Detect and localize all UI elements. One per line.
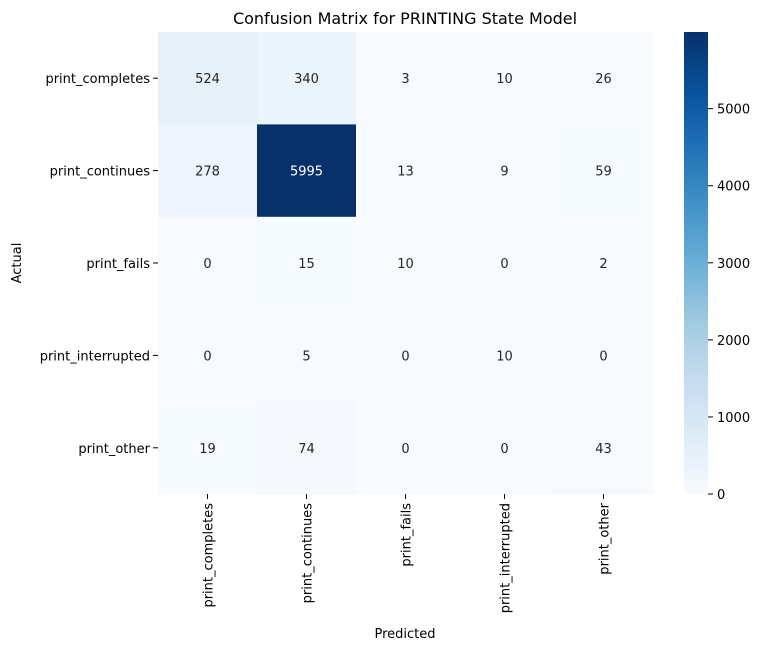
cell-value-label: 0 <box>401 442 409 457</box>
cell-value-label: 0 <box>599 349 607 364</box>
heatmap-cells <box>158 32 654 495</box>
cell-value-label: 5 <box>302 349 310 364</box>
x-axis-title: Predicted <box>374 627 435 642</box>
cell-value-label: 26 <box>595 72 612 87</box>
colorbar-tick-label: 1000 <box>717 411 750 426</box>
heatmap-cell <box>158 32 258 125</box>
x-tick-label: print_other <box>598 502 613 574</box>
heatmap-cell <box>158 309 258 403</box>
heatmap-cell <box>356 216 456 310</box>
x-tick-label: print_fails <box>400 503 415 567</box>
heatmap-cell <box>554 401 654 495</box>
x-tick-label: print_continues <box>301 503 316 604</box>
cell-value-label: 43 <box>595 442 612 457</box>
cell-value-label: 524 <box>195 72 220 87</box>
heatmap-cell <box>257 124 357 218</box>
cell-value-label: 59 <box>595 165 612 180</box>
cell-value-label: 10 <box>496 72 513 87</box>
heatmap-cell <box>257 32 357 125</box>
cell-value-label: 10 <box>397 257 414 272</box>
colorbar-tick-label: 0 <box>717 488 725 503</box>
colorbar: 0 1000 2000 3000 4000 5000 <box>684 32 750 503</box>
x-axis: print_completes print_continues print_fail… <box>202 494 613 613</box>
y-axis: print_completes print_continues print_fail… <box>40 72 158 457</box>
heatmap-cell <box>455 401 555 495</box>
cell-value-label: 278 <box>195 165 220 180</box>
y-tick-label: print_interrupted <box>40 349 150 364</box>
colorbar-tick-label: 4000 <box>717 180 750 195</box>
colorbar-tick-label: 3000 <box>717 257 750 272</box>
heatmap-cell <box>455 124 555 218</box>
heatmap-cell <box>158 124 258 218</box>
cell-value-label: 10 <box>496 349 513 364</box>
cell-value-label: 2 <box>599 257 607 272</box>
colorbar-tick-label: 2000 <box>717 334 750 349</box>
cell-value-label: 5995 <box>290 165 323 180</box>
heatmap-cell <box>257 216 357 310</box>
heatmap-cell <box>356 309 456 403</box>
colorbar-gradient <box>684 32 708 494</box>
cell-value-label: 3 <box>401 72 409 87</box>
cell-value-label: 19 <box>199 442 216 457</box>
cell-value-label: 74 <box>298 442 315 457</box>
heatmap-cell <box>554 216 654 310</box>
cell-value-label: 0 <box>401 349 409 364</box>
heatmap-cell <box>455 216 555 310</box>
heatmap-cell-labels: 524 340 3 10 26 278 5995 13 9 59 0 15 10 0 2 0 5 0 10 0 19 74… <box>195 72 612 457</box>
chart-title: Confusion Matrix for PRINTING State Mode… <box>233 9 577 28</box>
heatmap-cell <box>554 32 654 125</box>
cell-value-label: 0 <box>500 442 508 457</box>
heatmap-cell <box>158 216 258 310</box>
y-tick-label: print_fails <box>86 257 150 272</box>
cell-value-label: 0 <box>203 349 211 364</box>
x-tick-label: print_completes <box>202 503 217 608</box>
heatmap-cell <box>257 401 357 495</box>
cell-value-label: 13 <box>397 165 414 180</box>
heatmap-cell <box>356 401 456 495</box>
heatmap-cell <box>158 401 258 495</box>
cell-value-label: 340 <box>294 72 319 87</box>
heatmap-cell <box>257 309 357 403</box>
cell-value-label: 9 <box>500 165 508 180</box>
y-tick-label: print_other <box>78 442 150 457</box>
heatmap-cell <box>455 309 555 403</box>
y-tick-label: print_completes <box>45 72 150 87</box>
y-tick-label: print_continues <box>50 165 151 180</box>
heatmap-cell <box>554 124 654 218</box>
colorbar-tick-label: 5000 <box>717 103 750 118</box>
heatmap-cell <box>356 32 456 125</box>
cell-value-label: 15 <box>298 257 315 272</box>
cell-value-label: 0 <box>203 257 211 272</box>
heatmap-cell <box>554 309 654 403</box>
heatmap-cell <box>356 124 456 218</box>
heatmap-cell <box>455 32 555 125</box>
y-axis-title: Actual <box>10 243 25 284</box>
cell-value-label: 0 <box>500 257 508 272</box>
x-tick-label: print_interrupted <box>499 503 514 613</box>
